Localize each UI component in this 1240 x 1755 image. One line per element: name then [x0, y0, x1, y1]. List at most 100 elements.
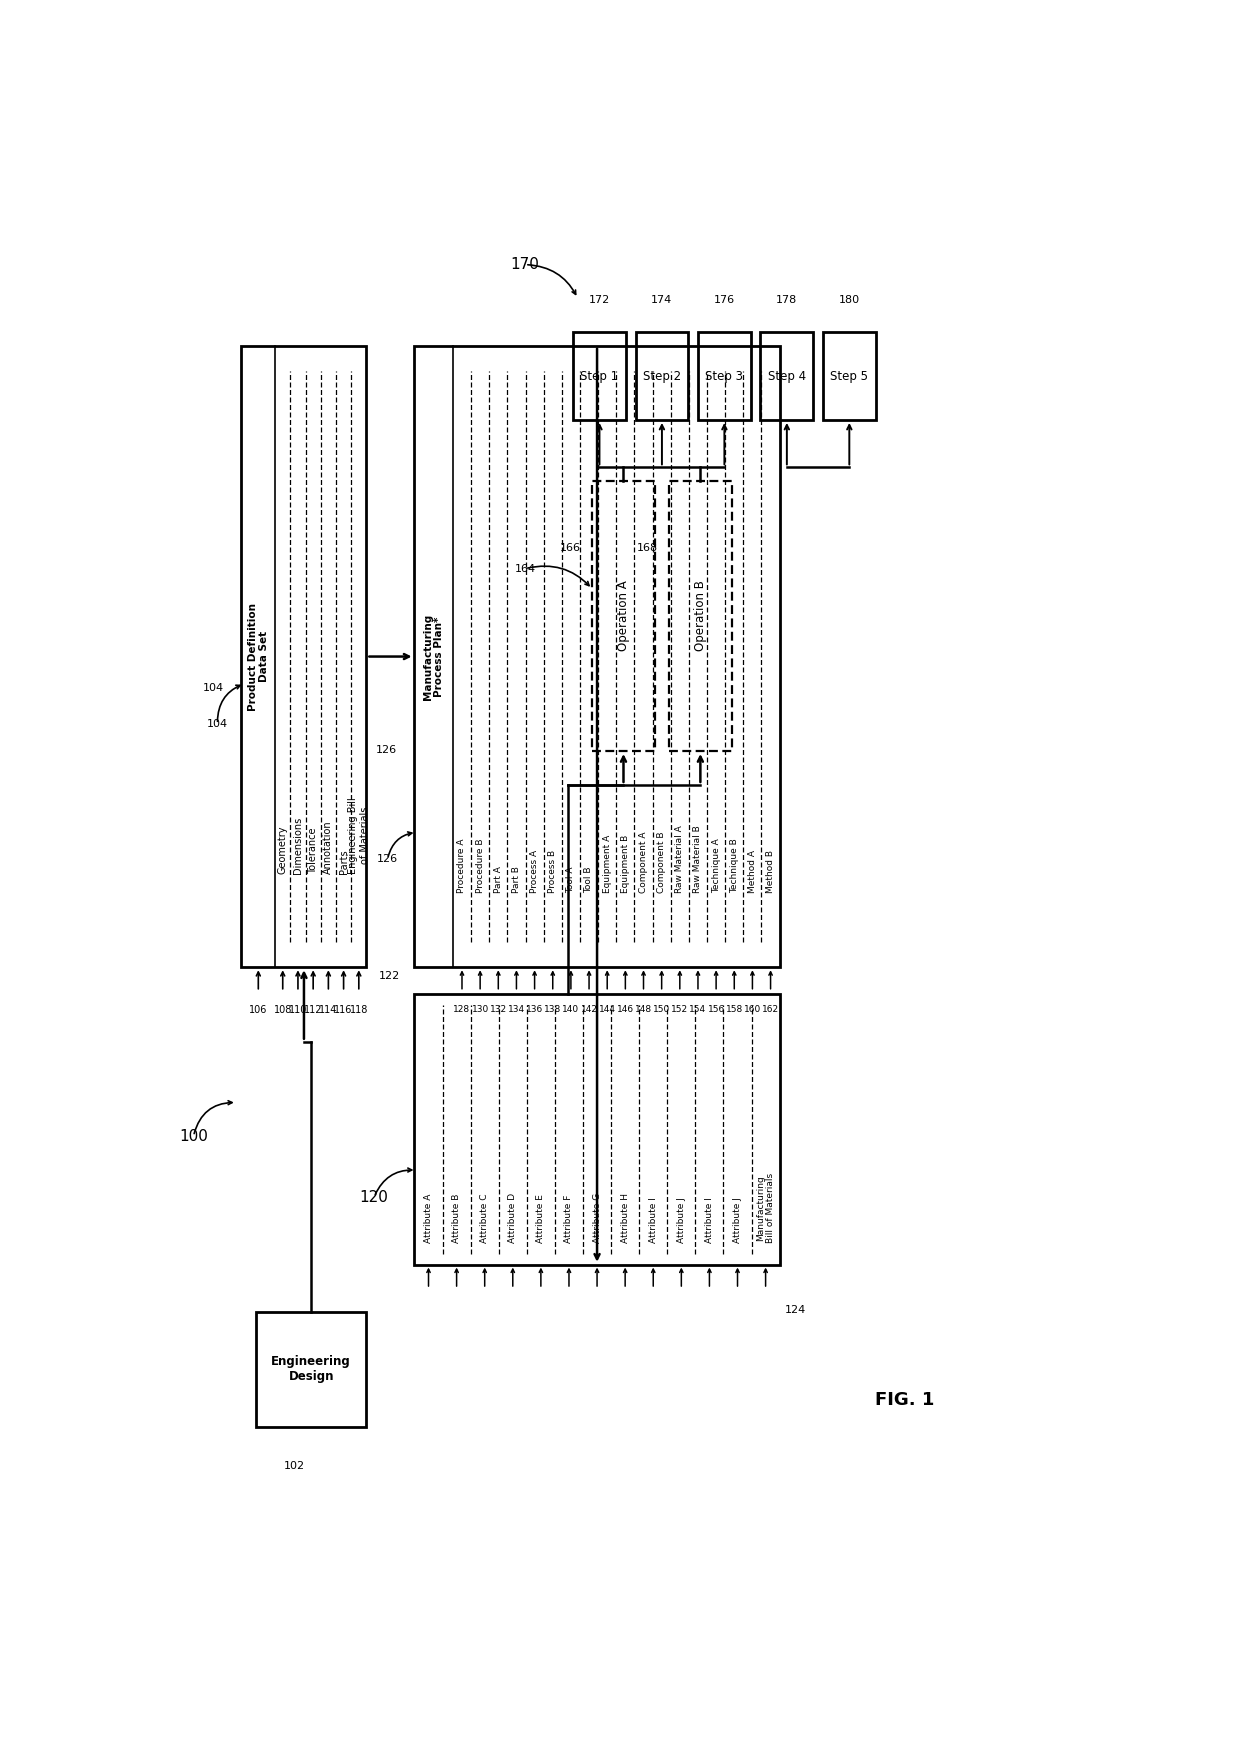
- Text: Method B: Method B: [766, 849, 775, 893]
- Text: 136: 136: [526, 1006, 543, 1014]
- Text: Dimensions: Dimensions: [293, 816, 303, 874]
- Text: Operation B: Operation B: [694, 581, 707, 651]
- Text: Procedure B: Procedure B: [476, 839, 485, 893]
- Text: 170: 170: [511, 258, 539, 272]
- Text: 178: 178: [776, 295, 797, 305]
- Text: Procedure A: Procedure A: [458, 839, 466, 893]
- Text: Tolerance: Tolerance: [309, 828, 319, 874]
- Text: 120: 120: [360, 1190, 388, 1204]
- Text: Attribute A: Attribute A: [424, 1193, 433, 1243]
- Text: Technique B: Technique B: [730, 837, 739, 893]
- Text: Equipment B: Equipment B: [621, 835, 630, 893]
- Text: 172: 172: [589, 295, 610, 305]
- Text: 156: 156: [708, 1006, 724, 1014]
- Text: 124: 124: [785, 1306, 806, 1314]
- Text: 130: 130: [471, 1006, 489, 1014]
- Text: Attribute E: Attribute E: [537, 1193, 546, 1243]
- Text: 166: 166: [559, 544, 580, 553]
- Text: 154: 154: [689, 1006, 707, 1014]
- Text: Attribute B: Attribute B: [453, 1193, 461, 1243]
- Text: Process B: Process B: [548, 849, 557, 893]
- Bar: [635, 332, 688, 419]
- Text: Attribute I: Attribute I: [704, 1197, 714, 1243]
- Text: 116: 116: [335, 1006, 353, 1014]
- Text: 146: 146: [616, 1006, 634, 1014]
- Text: Engineering Bill
of Materials: Engineering Bill of Materials: [348, 797, 370, 874]
- Text: Attribute D: Attribute D: [508, 1193, 517, 1243]
- Text: Equipment A: Equipment A: [603, 835, 611, 893]
- Bar: [255, 1313, 367, 1427]
- Text: 148: 148: [635, 1006, 652, 1014]
- Text: 114: 114: [319, 1006, 337, 1014]
- Text: Annotation: Annotation: [324, 821, 334, 874]
- Text: 132: 132: [490, 1006, 507, 1014]
- Text: Attribute I: Attribute I: [649, 1197, 657, 1243]
- Text: Process A: Process A: [529, 849, 539, 893]
- Text: 102: 102: [284, 1460, 305, 1471]
- Bar: [414, 346, 780, 967]
- Text: Attribute J: Attribute J: [733, 1197, 742, 1243]
- Text: 126: 126: [377, 855, 398, 863]
- Text: Operation A: Operation A: [618, 581, 630, 651]
- Text: Raw Material B: Raw Material B: [693, 825, 703, 893]
- Text: 134: 134: [508, 1006, 525, 1014]
- Text: 142: 142: [580, 1006, 598, 1014]
- Text: Manufacturing
Bill of Materials: Manufacturing Bill of Materials: [756, 1172, 775, 1243]
- Bar: [670, 481, 732, 751]
- Text: 174: 174: [651, 295, 672, 305]
- Text: Attribute F: Attribute F: [564, 1195, 573, 1243]
- Text: Product Definition
Data Set: Product Definition Data Set: [248, 602, 269, 711]
- Text: 138: 138: [544, 1006, 562, 1014]
- Text: Component B: Component B: [657, 832, 666, 893]
- Text: Parts: Parts: [339, 849, 348, 874]
- Bar: [242, 346, 367, 967]
- Text: Technique A: Technique A: [712, 837, 720, 893]
- Bar: [698, 332, 750, 419]
- Text: 122: 122: [378, 971, 401, 981]
- Text: Step 3: Step 3: [706, 370, 744, 383]
- Text: 180: 180: [838, 295, 859, 305]
- Text: 104: 104: [207, 720, 228, 728]
- Text: 140: 140: [562, 1006, 579, 1014]
- Text: Step 2: Step 2: [642, 370, 681, 383]
- Bar: [593, 481, 655, 751]
- Text: 126: 126: [376, 744, 397, 755]
- Text: Attribute H: Attribute H: [621, 1193, 630, 1243]
- Text: FIG. 1: FIG. 1: [875, 1390, 934, 1409]
- Text: 162: 162: [763, 1006, 779, 1014]
- Text: Raw Material A: Raw Material A: [676, 825, 684, 893]
- Text: 176: 176: [714, 295, 735, 305]
- Text: 108: 108: [274, 1006, 291, 1014]
- Text: Tool B: Tool B: [584, 867, 594, 893]
- Text: 112: 112: [304, 1006, 322, 1014]
- Text: Attribute C: Attribute C: [480, 1193, 490, 1243]
- Bar: [823, 332, 875, 419]
- Text: Tool A: Tool A: [567, 867, 575, 893]
- Text: 150: 150: [653, 1006, 671, 1014]
- Text: Part A: Part A: [494, 865, 502, 893]
- Text: 128: 128: [454, 1006, 470, 1014]
- Text: 110: 110: [289, 1006, 308, 1014]
- Bar: [573, 332, 626, 419]
- Text: Attribute J: Attribute J: [677, 1197, 686, 1243]
- Text: 152: 152: [671, 1006, 688, 1014]
- Text: Step 4: Step 4: [768, 370, 806, 383]
- Text: Geometry: Geometry: [278, 825, 288, 874]
- Text: Method A: Method A: [748, 849, 756, 893]
- Text: Step 5: Step 5: [831, 370, 868, 383]
- Text: 144: 144: [599, 1006, 616, 1014]
- Text: Engineering
Design: Engineering Design: [272, 1355, 351, 1383]
- Text: Manufacturing
Process Plan*: Manufacturing Process Plan*: [423, 614, 444, 700]
- Text: 100: 100: [179, 1128, 208, 1144]
- Bar: [414, 995, 780, 1265]
- Text: 164: 164: [515, 563, 536, 574]
- Text: 106: 106: [249, 1006, 268, 1014]
- Text: 160: 160: [744, 1006, 761, 1014]
- Text: 168: 168: [636, 544, 657, 553]
- Text: 118: 118: [350, 1006, 368, 1014]
- Text: 104: 104: [203, 683, 224, 693]
- Text: Component A: Component A: [639, 832, 649, 893]
- Text: 158: 158: [725, 1006, 743, 1014]
- Text: Part B: Part B: [512, 865, 521, 893]
- Text: Step 1: Step 1: [580, 370, 619, 383]
